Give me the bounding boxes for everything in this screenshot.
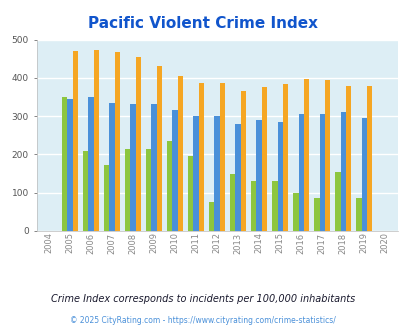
Bar [220, 83, 225, 231]
Bar [277, 122, 282, 231]
Bar [172, 111, 177, 231]
Bar [292, 193, 298, 231]
Bar [214, 116, 220, 231]
Bar [319, 114, 324, 231]
Bar [298, 114, 303, 231]
Bar [130, 104, 136, 231]
Bar [303, 79, 309, 231]
Bar [67, 99, 73, 231]
Bar [271, 181, 277, 231]
Bar [345, 85, 351, 231]
Text: © 2025 CityRating.com - https://www.cityrating.com/crime-statistics/: © 2025 CityRating.com - https://www.city… [70, 316, 335, 325]
Bar [355, 198, 360, 231]
Bar [198, 83, 204, 231]
Bar [334, 173, 340, 231]
Text: Crime Index corresponds to incidents per 100,000 inhabitants: Crime Index corresponds to incidents per… [51, 294, 354, 304]
Bar [104, 165, 109, 231]
Bar [136, 57, 141, 231]
Bar [256, 120, 261, 231]
Bar [340, 112, 345, 231]
Bar [240, 90, 246, 231]
Bar [360, 118, 366, 231]
Bar [166, 141, 172, 231]
Bar [83, 150, 88, 231]
Bar [151, 104, 156, 231]
Bar [94, 50, 99, 231]
Bar [313, 198, 319, 231]
Bar [261, 87, 267, 231]
Bar [282, 84, 288, 231]
Bar [125, 149, 130, 231]
Bar [109, 103, 115, 231]
Bar [193, 116, 198, 231]
Bar [250, 181, 256, 231]
Bar [146, 149, 151, 231]
Bar [115, 52, 120, 231]
Bar [366, 85, 371, 231]
Text: Pacific Violent Crime Index: Pacific Violent Crime Index [88, 16, 317, 31]
Bar [209, 202, 214, 231]
Bar [156, 66, 162, 231]
Bar [73, 51, 78, 231]
Bar [230, 174, 235, 231]
Bar [88, 97, 94, 231]
Bar [177, 76, 183, 231]
Bar [62, 97, 67, 231]
Bar [324, 80, 330, 231]
Bar [235, 124, 240, 231]
Bar [188, 155, 193, 231]
